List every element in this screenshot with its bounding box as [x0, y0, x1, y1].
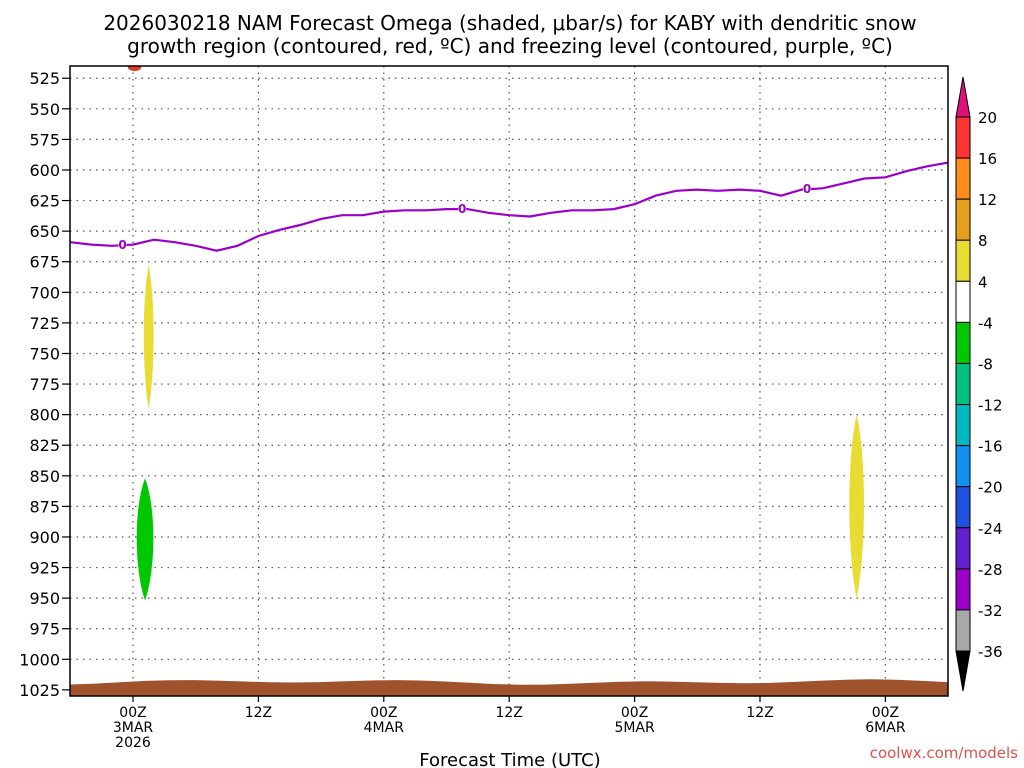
y-tick-label: 950	[29, 589, 60, 608]
colorbar-label: 20	[978, 109, 997, 127]
plot-area: 0 0 0	[69, 65, 949, 697]
y-tick-label: 625	[29, 192, 60, 211]
colorbar-band	[955, 239, 971, 282]
contour-label-background	[803, 183, 812, 196]
freezing-level-label: 0	[458, 202, 466, 216]
colorbar-label: 12	[978, 191, 997, 209]
y-tick-label: 800	[29, 406, 60, 425]
y-tick-label: 825	[29, 436, 60, 455]
y-tick-label: 600	[29, 161, 60, 180]
y-tick-label: 925	[29, 559, 60, 578]
x-tick-label: 5MAR	[614, 720, 655, 736]
colorbar-band	[955, 486, 971, 529]
y-tick-label: 975	[29, 620, 60, 639]
y-tick-label: 1000	[19, 650, 60, 669]
omega-region	[143, 265, 154, 409]
y-tick-label: 575	[29, 130, 60, 149]
omega-shading: 0 0 0	[70, 66, 948, 696]
site-credit: coolwx.com/models	[870, 744, 1018, 762]
y-tick-label: 700	[29, 283, 60, 302]
x-tick-label: 12Z	[245, 705, 272, 721]
x-tick-label: 4MAR	[364, 720, 405, 736]
y-tick-label: 675	[29, 253, 60, 272]
dgz-region	[127, 66, 142, 71]
y-tick-label: 525	[29, 69, 60, 88]
colorbar-label: 8	[978, 232, 988, 250]
y-tick-label: 875	[29, 497, 60, 516]
contour-label-background	[458, 203, 467, 216]
colorbar-band	[955, 321, 971, 364]
y-tick-label: 750	[29, 344, 60, 363]
colorbar-top-arrow	[955, 76, 971, 118]
colorbar-label: -4	[978, 314, 993, 332]
colorbar-label: -24	[978, 520, 1003, 538]
x-tick-label: 00Z	[370, 705, 397, 721]
y-tick-label: 725	[29, 314, 60, 333]
x-axis-title: Forecast Time (UTC)	[419, 750, 600, 768]
grid-lines	[70, 66, 948, 696]
colorbar-bottom-arrow	[955, 650, 971, 692]
colorbar-label: -36	[978, 643, 1003, 661]
freezing-level-label: 0	[118, 238, 126, 252]
plot-background	[70, 66, 948, 696]
x-tick-label: 00Z	[621, 705, 648, 721]
colorbar-legend: 20 16 12 8 4 -4 -8 -12 -16 -20 -24 -28 -32 -36	[955, 76, 1003, 692]
y-tick-label: 1025	[19, 681, 60, 700]
x-tick-label: 2026	[115, 735, 151, 751]
omega-region	[849, 414, 865, 599]
colorbar-band	[955, 404, 971, 447]
y-tick-label: 850	[29, 467, 60, 486]
colorbar-band	[955, 280, 971, 323]
omega-region	[136, 478, 154, 601]
colorbar-band	[955, 198, 971, 241]
colorbar-label: -28	[978, 561, 1003, 579]
contour-label-background	[118, 239, 127, 252]
colorbar-band	[955, 568, 971, 611]
y-tick-label: 650	[29, 222, 60, 241]
colorbar-label: 16	[978, 150, 997, 168]
colorbar-band	[955, 527, 971, 570]
y-tick-label: 550	[29, 100, 60, 119]
colorbar-band	[955, 362, 971, 406]
x-tick-label: 3MAR	[113, 720, 154, 736]
x-tick-label: 12Z	[746, 705, 773, 721]
colorbar-label: -20	[978, 479, 1003, 497]
y-tick-label: 775	[29, 375, 60, 394]
freezing-level-contour	[70, 161, 948, 252]
x-tick-label: 00Z	[119, 705, 146, 721]
colorbar-label: -8	[978, 355, 993, 373]
colorbar-band	[955, 445, 971, 488]
chart-title-line-1: 2026030218 NAM Forecast Omega (shaded, μ…	[103, 11, 916, 35]
x-tick-label: 00Z	[872, 705, 899, 721]
colorbar-label: -12	[978, 397, 1003, 415]
freezing-level-label: 0	[803, 182, 811, 196]
ground-surface	[70, 679, 948, 696]
colorbar-label: -32	[978, 602, 1003, 620]
colorbar-label: 4	[978, 273, 988, 291]
colorbar-band	[955, 157, 971, 200]
x-tick-label: 12Z	[495, 705, 522, 721]
y-axis: 525 550 575 600 625 650 675 700 725 750 775 800 825 8…	[19, 69, 70, 700]
y-tick-label: 900	[29, 528, 60, 547]
x-tick-label: 6MAR	[865, 720, 906, 736]
colorbar-band	[955, 609, 971, 652]
chart-title-line-2: growth region (contoured, red, ºC) and f…	[127, 34, 893, 58]
colorbar-band	[955, 116, 971, 159]
colorbar-label: -16	[978, 438, 1003, 456]
